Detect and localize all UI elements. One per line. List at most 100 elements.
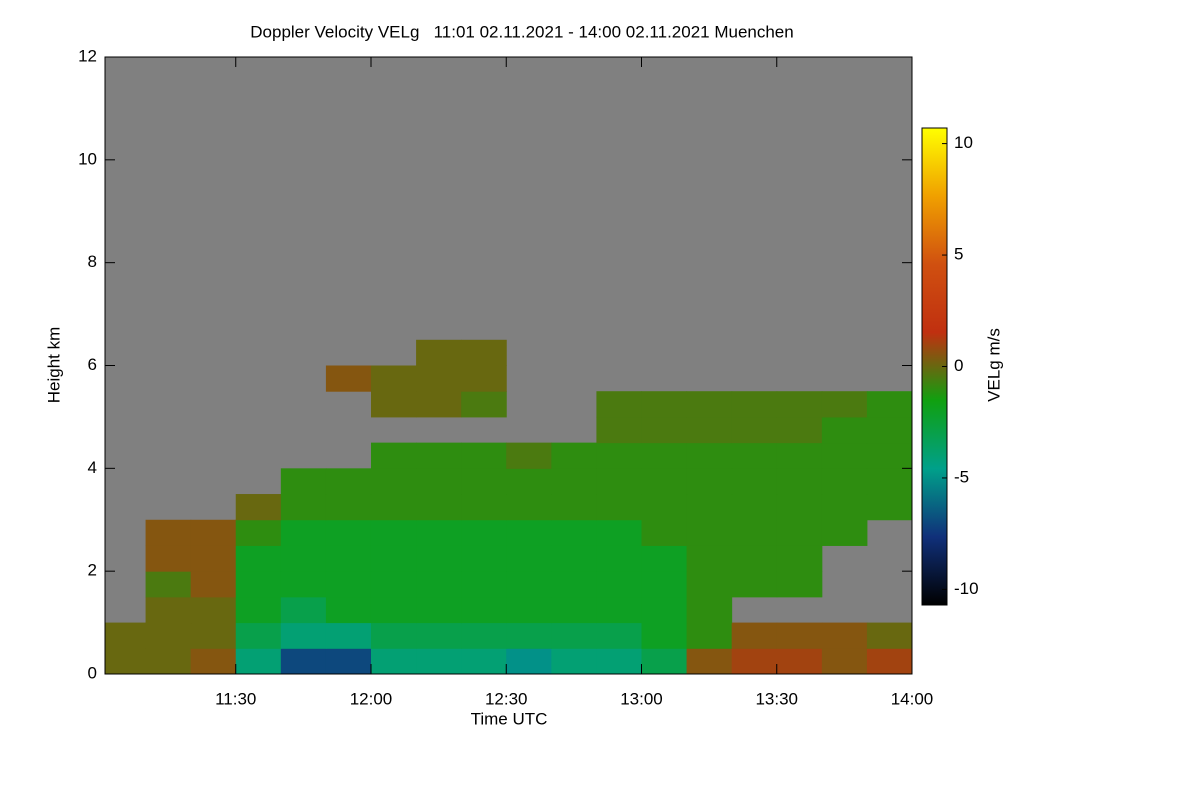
velocity-cell — [461, 571, 507, 598]
velocity-cell — [190, 648, 237, 674]
velocity-cell — [596, 442, 642, 469]
colorbar-label: VELg m/s — [984, 328, 1003, 402]
velocity-cell — [866, 468, 912, 495]
velocity-cell — [686, 571, 733, 598]
velocity-cell — [821, 468, 868, 495]
velocity-cell — [280, 571, 327, 598]
velocity-cell — [280, 596, 327, 624]
velocity-cell — [686, 596, 733, 624]
velocity-cell — [370, 648, 417, 674]
velocity-cell — [416, 494, 462, 521]
velocity-cell — [776, 416, 823, 444]
velocity-cell — [461, 519, 507, 546]
velocity-cell — [641, 468, 688, 495]
velocity-cell — [325, 571, 372, 598]
velocity-cell — [506, 468, 552, 495]
velocity-cell — [641, 416, 688, 444]
velocity-cell — [686, 468, 733, 495]
velocity-cell — [461, 339, 507, 366]
velocity-cell — [370, 494, 417, 521]
velocity-cell — [325, 365, 372, 392]
velocity-cell — [506, 648, 552, 674]
velocity-cell — [370, 519, 417, 546]
velocity-cell — [370, 391, 417, 418]
velocity-cell — [461, 545, 507, 572]
velocity-cell — [731, 571, 778, 598]
velocity-cell — [686, 442, 733, 469]
x-tick-label: 13:30 — [755, 689, 798, 708]
velocity-cell — [866, 416, 912, 444]
velocity-cell — [461, 391, 507, 418]
velocity-cell — [506, 596, 552, 624]
velocity-cell — [686, 648, 733, 674]
velocity-cell — [641, 391, 688, 418]
velocity-cell — [235, 519, 282, 546]
velocity-cell — [145, 571, 192, 598]
velocity-cell — [686, 391, 733, 418]
velocity-cell — [731, 442, 778, 469]
velocity-cell — [461, 622, 507, 649]
velocity-cell — [866, 622, 912, 649]
velocity-cell — [325, 519, 372, 546]
velocity-cell — [461, 442, 507, 469]
velocity-cell — [235, 494, 282, 521]
x-tick-label: 11:30 — [215, 689, 256, 708]
velocity-cell — [686, 519, 733, 546]
velocity-cell — [641, 545, 688, 572]
velocity-cell — [821, 391, 868, 418]
velocity-cell — [461, 468, 507, 495]
velocity-cell — [416, 622, 462, 649]
velocity-cell — [145, 596, 192, 624]
velocity-cell — [280, 519, 327, 546]
velocity-cell — [145, 648, 192, 674]
velocity-cell — [731, 545, 778, 572]
velocity-cell — [551, 468, 597, 495]
velocity-cell — [551, 519, 597, 546]
velocity-cell — [596, 494, 642, 521]
velocity-cell — [280, 622, 327, 649]
velocity-cell — [641, 571, 688, 598]
velocity-cell — [596, 545, 642, 572]
velocity-cell — [596, 468, 642, 495]
velocity-cell — [416, 391, 462, 418]
x-tick-label: 12:30 — [485, 689, 528, 708]
velocity-cell — [731, 648, 778, 674]
velocity-cell — [686, 622, 733, 649]
y-tick-label: 8 — [88, 252, 97, 271]
velocity-cell — [776, 571, 823, 598]
velocity-cell — [776, 622, 823, 649]
x-tick-label: 14:00 — [891, 689, 934, 708]
velocity-cell — [551, 494, 597, 521]
heatmap — [105, 339, 912, 674]
velocity-cell — [596, 596, 642, 624]
velocity-cell — [190, 622, 237, 649]
velocity-cell — [641, 596, 688, 624]
velocity-cell — [731, 416, 778, 444]
colorbar-tick-label: -5 — [954, 467, 969, 486]
velocity-cell — [190, 596, 237, 624]
velocity-cell — [551, 596, 597, 624]
velocity-cell — [641, 648, 688, 674]
colorbar-tick-label: 0 — [954, 356, 963, 375]
chart-title: Doppler Velocity VELg 11:01 02.11.2021 -… — [250, 22, 793, 41]
velocity-cell — [235, 622, 282, 649]
velocity-cell — [145, 622, 192, 649]
velocity-cell — [370, 442, 417, 469]
velocity-cell — [506, 622, 552, 649]
velocity-cell — [731, 494, 778, 521]
velocity-cell — [866, 442, 912, 469]
velocity-cell — [731, 519, 778, 546]
velocity-cell — [370, 596, 417, 624]
velocity-cell — [776, 391, 823, 418]
colorbar-tick-label: 5 — [954, 245, 963, 264]
velocity-cell — [821, 519, 868, 546]
velocity-cell — [551, 545, 597, 572]
velocity-cell — [551, 442, 597, 469]
velocity-cell — [551, 571, 597, 598]
velocity-cell — [325, 468, 372, 495]
velocity-cell — [461, 365, 507, 392]
y-tick-label: 0 — [88, 663, 97, 682]
velocity-cell — [866, 648, 912, 674]
velocity-cell — [686, 416, 733, 444]
velocity-cell — [731, 391, 778, 418]
